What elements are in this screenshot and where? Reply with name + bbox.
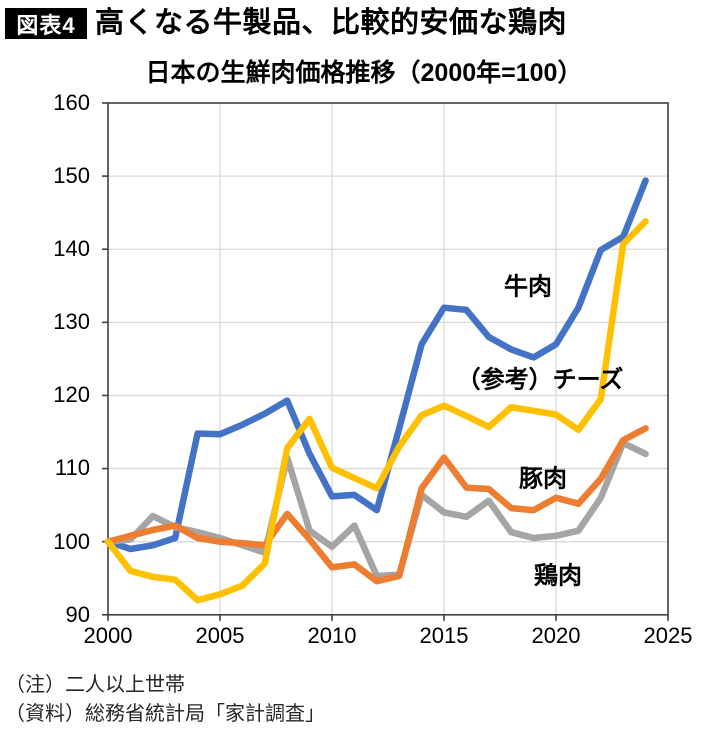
y-tick-120: 120 — [53, 382, 90, 407]
x-tick-2025: 2025 — [643, 623, 693, 648]
page-heading: 高くなる牛製品、比較的安価な鶏肉 — [95, 7, 568, 39]
footnote: （注）二人以上世帯 — [5, 674, 185, 696]
x-tick-2010: 2010 — [307, 623, 357, 648]
series-label-pork: 豚肉 — [519, 465, 567, 493]
figure-tag: 図表4 — [5, 8, 87, 39]
x-tick-2005: 2005 — [195, 623, 245, 648]
y-tick-90: 90 — [65, 602, 90, 627]
series-label-chicken: 鶏肉 — [534, 562, 582, 590]
x-tick-2015: 2015 — [419, 623, 469, 648]
source-note: （資料）総務省統計局「家計調査」 — [5, 703, 325, 725]
series-label-beef: 牛肉 — [504, 273, 552, 301]
y-tick-140: 140 — [53, 236, 90, 261]
y-tick-110: 110 — [54, 455, 90, 480]
chart-title: 日本の生鮮肉価格推移（2000年=100） — [145, 59, 583, 87]
series-label-cheese: （参考）チーズ — [456, 366, 624, 394]
x-tick-2020: 2020 — [531, 623, 581, 648]
x-tick-2000: 2000 — [83, 623, 133, 648]
y-tick-130: 130 — [53, 309, 90, 334]
y-tick-160: 160 — [53, 90, 90, 115]
y-tick-100: 100 — [53, 529, 90, 554]
y-tick-150: 150 — [53, 163, 90, 188]
